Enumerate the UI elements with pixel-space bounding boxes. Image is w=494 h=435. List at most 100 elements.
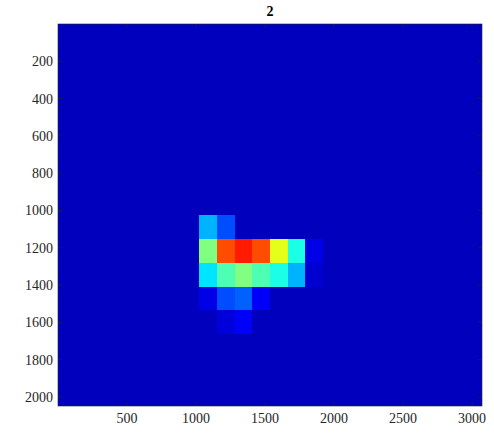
cell (270, 119, 288, 143)
cell (235, 167, 253, 191)
cell (288, 263, 306, 287)
cell (199, 215, 217, 239)
cell (270, 48, 288, 72)
cell (146, 143, 164, 167)
cell (358, 143, 376, 167)
cell (305, 382, 323, 406)
cell (252, 167, 270, 191)
cell (288, 119, 306, 143)
cell (288, 24, 306, 48)
cell (164, 358, 182, 382)
cell (182, 96, 200, 120)
cell (93, 143, 111, 167)
cell (111, 167, 129, 191)
cell (341, 310, 359, 334)
cell (111, 334, 129, 358)
cell (111, 24, 129, 48)
cell (111, 48, 129, 72)
y-tick-label: 1800 (25, 353, 53, 368)
y-tick-label: 200 (32, 54, 53, 69)
y-tick (58, 247, 62, 248)
cell (341, 72, 359, 96)
cell (411, 263, 429, 287)
cell (394, 215, 412, 239)
cell (182, 215, 200, 239)
cell (76, 310, 94, 334)
cell (464, 24, 482, 48)
cell (76, 167, 94, 191)
cell (376, 263, 394, 287)
cell (323, 72, 341, 96)
cell (199, 119, 217, 143)
cell (429, 24, 447, 48)
cell (305, 287, 323, 311)
x-tick (264, 24, 265, 28)
cell (447, 167, 465, 191)
cell (429, 358, 447, 382)
cell (93, 382, 111, 406)
cell (411, 358, 429, 382)
cell (129, 24, 147, 48)
cell (93, 263, 111, 287)
cell (323, 239, 341, 263)
cell (111, 263, 129, 287)
cell (358, 239, 376, 263)
cell (305, 310, 323, 334)
cell (323, 167, 341, 191)
cell (429, 263, 447, 287)
cell (58, 48, 76, 72)
cell (199, 24, 217, 48)
cell (394, 191, 412, 215)
cell (235, 287, 253, 311)
cell (146, 287, 164, 311)
cell (305, 72, 323, 96)
cell (270, 215, 288, 239)
cell (358, 96, 376, 120)
y-tick (478, 285, 482, 286)
y-tick (58, 210, 62, 211)
cell (447, 215, 465, 239)
cell (376, 287, 394, 311)
cell (376, 239, 394, 263)
cell (411, 310, 429, 334)
cell (288, 215, 306, 239)
cell (217, 119, 235, 143)
cell (76, 143, 94, 167)
cell (129, 191, 147, 215)
cell (217, 334, 235, 358)
cell (235, 191, 253, 215)
cell (447, 358, 465, 382)
cell (58, 382, 76, 406)
cell (217, 191, 235, 215)
cell (58, 334, 76, 358)
x-tick (471, 402, 472, 406)
cell (58, 119, 76, 143)
cell (305, 48, 323, 72)
cell (323, 382, 341, 406)
y-tick (478, 210, 482, 211)
cell (447, 48, 465, 72)
cell (376, 119, 394, 143)
cell (217, 96, 235, 120)
cell (76, 24, 94, 48)
plot-frame (58, 24, 482, 406)
cell (235, 24, 253, 48)
cell (182, 239, 200, 263)
cell (164, 72, 182, 96)
cell (394, 24, 412, 48)
cell (199, 310, 217, 334)
cell (270, 143, 288, 167)
y-tick-label: 400 (32, 92, 53, 107)
cell (305, 24, 323, 48)
cell (58, 167, 76, 191)
cell (358, 48, 376, 72)
cell (270, 334, 288, 358)
cell (464, 143, 482, 167)
cell (182, 24, 200, 48)
cell (93, 119, 111, 143)
cell (288, 334, 306, 358)
cell (252, 215, 270, 239)
cell (305, 191, 323, 215)
cell (146, 48, 164, 72)
cell (235, 239, 253, 263)
